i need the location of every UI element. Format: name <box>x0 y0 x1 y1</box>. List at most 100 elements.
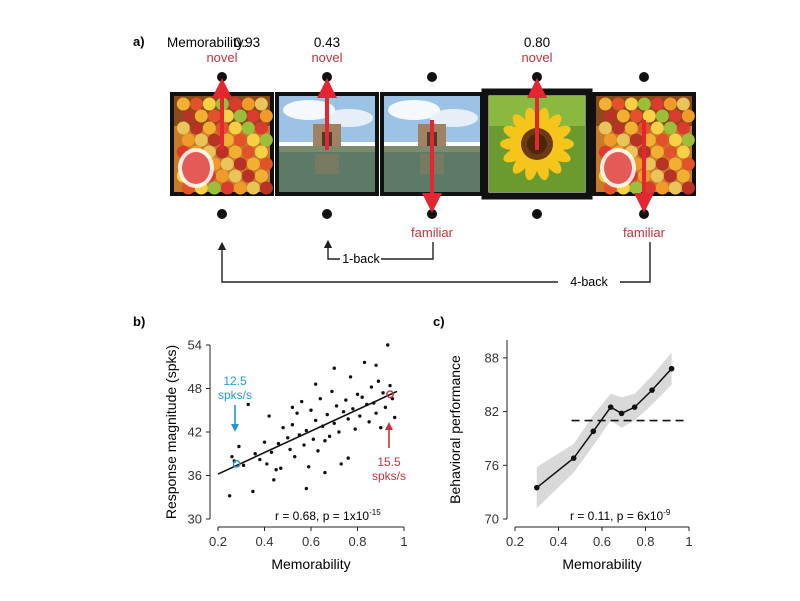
scatter-point <box>323 470 327 475</box>
panel-b-label: b) <box>133 314 145 329</box>
scatter-point <box>393 415 397 420</box>
scatter-point <box>332 366 336 370</box>
scatter-point <box>269 450 274 454</box>
panel-c: c) 0.2 0.4 0.6 0.8 1 70 76 82 88 Memorability Beha… <box>433 314 693 572</box>
line-point <box>533 484 540 491</box>
y-tick-label: 70 <box>485 512 499 527</box>
scatter-point <box>304 428 309 433</box>
scatter-point <box>330 389 334 394</box>
memorability-value: 0.93 <box>234 35 260 50</box>
scatter-point <box>237 444 241 449</box>
bottom-dot <box>532 209 542 219</box>
familiar-label: familiar <box>411 225 454 240</box>
familiar-label: familiar <box>623 225 666 240</box>
bracket-1-back-label: 1-back <box>342 252 380 266</box>
line-point <box>570 455 577 461</box>
annotation-red-unit: spks/s <box>372 469 406 483</box>
scatter-point <box>346 417 350 421</box>
performance-line <box>536 368 673 489</box>
scatter-point <box>323 439 327 443</box>
scatter-point <box>304 486 309 491</box>
x-tick-label: 0.6 <box>302 534 320 549</box>
annotation-red-value: 15.5 <box>377 455 401 469</box>
novel-label: novel <box>521 50 552 65</box>
x-tick-label: 0.4 <box>549 534 567 549</box>
y-tick-label: 30 <box>188 512 202 527</box>
scatter-point <box>379 425 383 430</box>
y-axis-label: Behavioral performance <box>447 355 463 504</box>
scatter-point <box>341 410 346 414</box>
bracket-1-back <box>323 239 434 260</box>
scatter-point <box>386 343 390 347</box>
y-tick-label: 82 <box>485 404 499 419</box>
scatter-point <box>230 454 234 459</box>
scatter-point <box>290 423 295 427</box>
scatter-point <box>344 398 348 402</box>
x-tick-label: 1 <box>685 534 692 549</box>
scatter-point <box>346 456 350 460</box>
scatter-point <box>286 436 290 440</box>
scatter-point <box>383 405 388 410</box>
y-tick-label: 48 <box>188 381 202 396</box>
fruit-stand-image <box>596 96 695 195</box>
scatter-point <box>227 494 232 498</box>
bottom-dot <box>322 209 332 219</box>
highlighted-point <box>232 459 241 468</box>
scatter-point <box>318 396 322 401</box>
x-tick-label: 0.8 <box>348 534 366 549</box>
y-tick-label: 42 <box>188 425 202 440</box>
bottom-dot <box>639 209 649 219</box>
scatter-point <box>246 402 250 407</box>
scatter-point <box>276 441 281 446</box>
scatter-point <box>311 437 316 441</box>
scatter-point <box>327 434 332 439</box>
scatter-point <box>381 391 385 395</box>
scatter-point <box>348 375 353 379</box>
scatter-point <box>288 447 292 452</box>
top-dot <box>639 72 649 82</box>
scatter-point <box>334 404 339 408</box>
sequence-frame: familiar <box>380 72 484 240</box>
scatter-point <box>253 452 257 456</box>
scatter-point <box>293 454 297 459</box>
scatter-point <box>313 418 318 423</box>
scatter-point <box>272 478 276 482</box>
scatter-point <box>353 427 357 431</box>
panel-a-label: a) <box>133 34 145 49</box>
line-point <box>631 404 638 410</box>
scatter-point <box>358 414 362 418</box>
scatter-point <box>360 395 364 399</box>
scatter-point <box>302 443 306 447</box>
scatter-point <box>279 466 283 470</box>
scatter-point <box>262 440 267 444</box>
panel-b: b) 0.2 0.4 0.6 0.8 1 30 36 42 48 54 Memorability Re… <box>133 314 408 572</box>
line-point <box>590 428 597 435</box>
scatter-point <box>374 363 378 367</box>
top-dot <box>427 72 437 82</box>
highlighted-point <box>386 390 394 399</box>
top-dot <box>322 72 332 82</box>
panel-c-stats-text: r = 0.11, p = 6x10 <box>570 509 664 523</box>
scatter-point <box>251 489 255 494</box>
scatter-point <box>337 430 341 434</box>
annotation-blue-value: 12.5 <box>223 374 247 388</box>
x-tick-label: 0.8 <box>636 534 654 549</box>
y-tick-label: 76 <box>485 458 499 473</box>
novel-label: novel <box>311 50 342 65</box>
scatter-point <box>374 411 378 415</box>
bracket-4-back <box>217 241 651 283</box>
scatter-point <box>332 421 336 425</box>
novel-label: novel <box>206 50 237 65</box>
confidence-band <box>536 352 672 509</box>
scatter-point <box>267 414 271 418</box>
scatter-point <box>316 449 320 453</box>
memorability-value: 0.43 <box>314 35 340 50</box>
x-tick-label: 0.6 <box>593 534 611 549</box>
line-point <box>618 410 625 417</box>
y-axis-label: Response magnitude (spks) <box>163 345 179 519</box>
bottom-dot <box>217 209 227 219</box>
scatter-point <box>241 463 246 468</box>
panel-c-stats: r = 0.11, p = 6x10-9 <box>570 508 671 523</box>
panel-c-label: c) <box>433 314 445 329</box>
memorability-prefix: Memorability: <box>167 35 247 50</box>
